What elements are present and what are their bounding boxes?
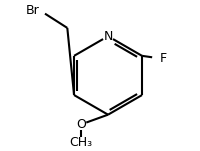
Text: O: O (76, 118, 85, 131)
Text: F: F (159, 52, 166, 65)
Text: Br: Br (26, 4, 39, 17)
Text: CH₃: CH₃ (69, 136, 92, 149)
Text: N: N (103, 30, 112, 43)
